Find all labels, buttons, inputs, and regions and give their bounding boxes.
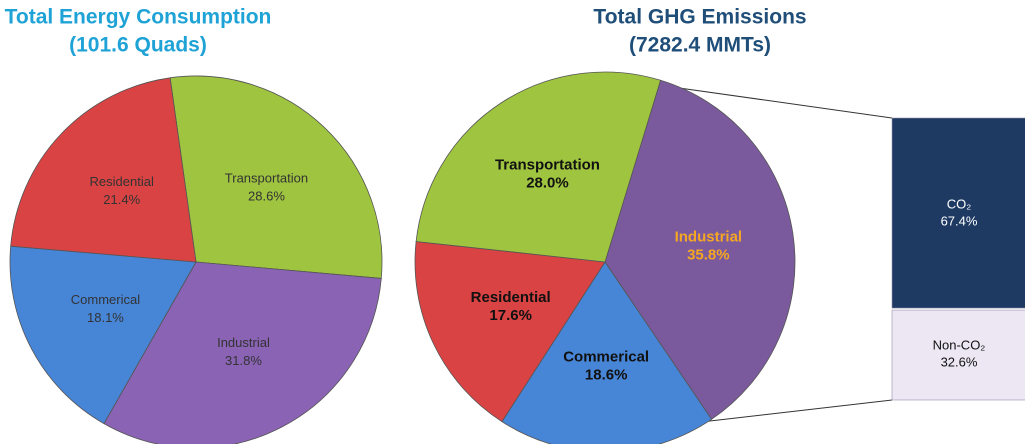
pie-slice bbox=[501, 261, 713, 444]
slice-label: Industrial bbox=[675, 228, 743, 245]
pie-slice bbox=[103, 261, 382, 444]
slice-value-label: 31.8% bbox=[225, 353, 262, 368]
bar-segment bbox=[891, 309, 1025, 401]
segment-label: Non-CO₂ bbox=[933, 337, 986, 352]
slice-value-label: 18.6% bbox=[585, 366, 628, 383]
slice-value-label: 18.1% bbox=[87, 310, 124, 325]
slice-value-label: 17.6% bbox=[489, 307, 532, 324]
pie-slice bbox=[414, 241, 606, 423]
pie-slice bbox=[9, 245, 197, 425]
chart-title: Total GHG Emissions bbox=[593, 6, 806, 29]
segment-value-label: 32.6% bbox=[941, 354, 978, 369]
slice-value-label: 28.0% bbox=[526, 175, 569, 192]
slice-label: Transportation bbox=[225, 170, 308, 185]
slice-label: Industrial bbox=[217, 335, 270, 350]
slice-label: Commerical bbox=[563, 348, 649, 365]
slice-label: Transportation bbox=[495, 157, 600, 174]
slice-value-label: 35.8% bbox=[687, 246, 730, 263]
slice-value-label: 28.6% bbox=[248, 188, 285, 203]
segment-label: CO₂ bbox=[947, 196, 972, 211]
segment-value-label: 67.4% bbox=[941, 213, 978, 228]
slice-value-label: 21.4% bbox=[103, 192, 140, 207]
pie-slice bbox=[604, 79, 796, 420]
chart-title: Total Energy Consumption bbox=[5, 6, 272, 29]
slice-label: Residential bbox=[471, 289, 551, 306]
bar-segment bbox=[891, 117, 1025, 309]
pie-slice bbox=[10, 77, 197, 263]
slice-label: Commerical bbox=[71, 292, 140, 307]
connector-line bbox=[683, 399, 893, 425]
connector-line bbox=[664, 85, 893, 119]
pie-slice bbox=[415, 71, 662, 263]
pie-slice bbox=[169, 75, 383, 279]
chart-subtitle: (7282.4 MMTs) bbox=[629, 34, 771, 57]
slice-label: Residential bbox=[90, 174, 154, 189]
chart-subtitle: (101.6 Quads) bbox=[69, 34, 207, 57]
